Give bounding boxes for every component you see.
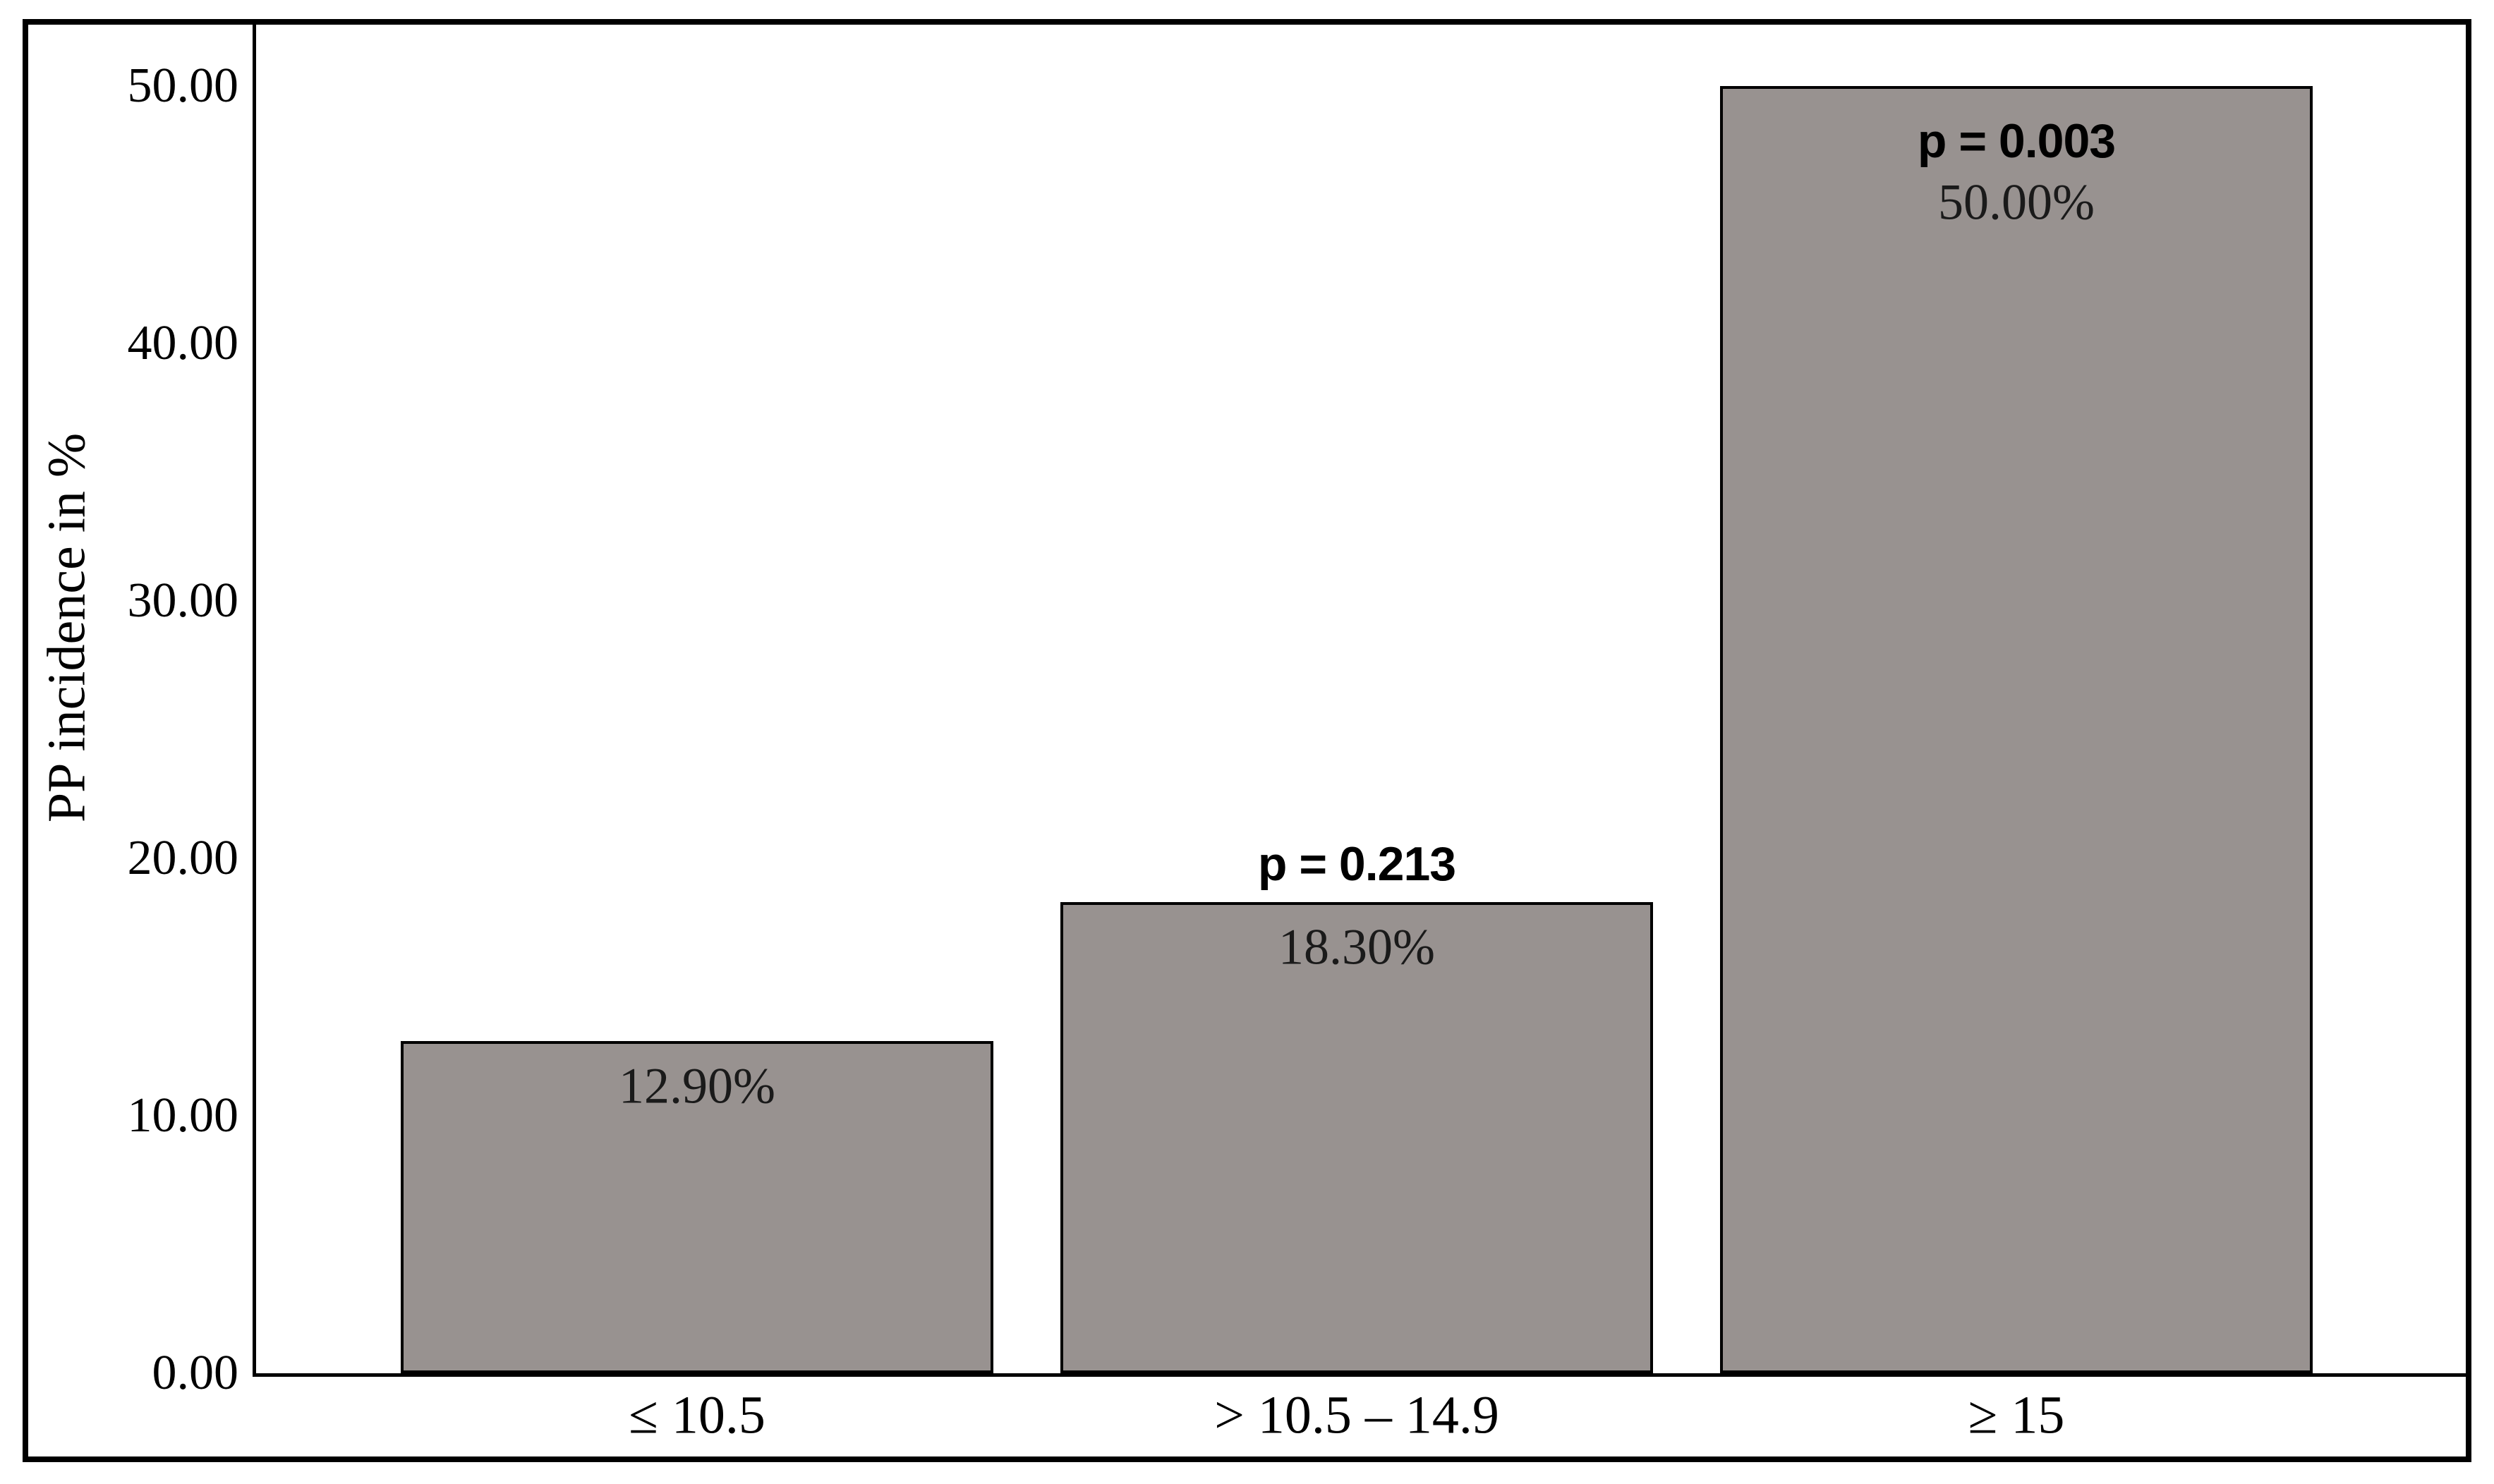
bar-value-label: 18.30% (1278, 918, 1435, 975)
bar-1 (401, 1041, 993, 1373)
x-axis-line (253, 1373, 2466, 1377)
bar-2 (1060, 902, 1653, 1373)
y-axis-tick-label: 10.00 (127, 1088, 239, 1143)
y-axis-line (253, 25, 256, 1377)
bar-value-label: 12.90% (619, 1057, 775, 1114)
plot-area: 12.90% ≤ 10.5 18.30% p = 0.213 > 10.5 – 14.9… (28, 25, 2466, 1456)
y-axis-tick-label: 0.00 (152, 1346, 239, 1400)
p-value-label: p = 0.003 (1917, 114, 2116, 168)
y-axis-tick-label: 20.00 (127, 831, 239, 885)
x-axis-category-label: ≤ 10.5 (629, 1385, 765, 1445)
x-axis-category-label: > 10.5 – 14.9 (1214, 1385, 1499, 1445)
y-axis-tick-label: 50.00 (127, 59, 239, 113)
y-axis-tick-label: 30.00 (127, 573, 239, 628)
bar-3 (1720, 86, 2313, 1373)
figure-frame: PP incidence in % 0.00 10.00 20.00 30.00 40.… (23, 19, 2471, 1462)
x-axis-category-label: ≥ 15 (1968, 1385, 2065, 1445)
bar-value-label: 50.00% (1938, 174, 2095, 231)
y-axis-tick-label: 40.00 (127, 316, 239, 370)
p-value-label: p = 0.213 (1257, 837, 1456, 892)
